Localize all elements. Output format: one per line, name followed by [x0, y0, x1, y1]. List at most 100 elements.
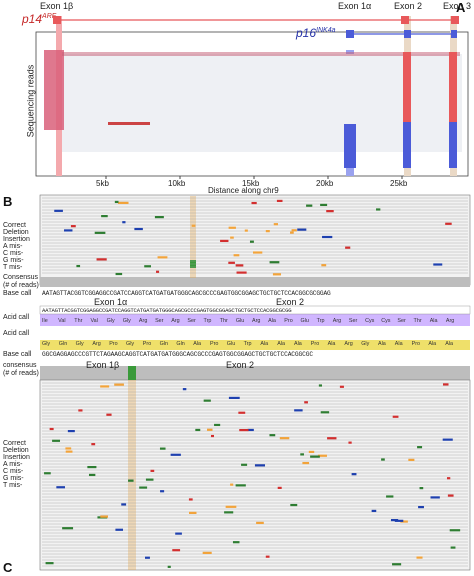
x-tick-20kb: 20kb — [316, 179, 334, 188]
legend-insertion: Insertion — [3, 236, 30, 243]
read-mismatch-mark — [446, 477, 451, 480]
x-tick-10kb: 10kb — [168, 179, 186, 188]
read-mismatch-mark — [70, 225, 76, 228]
read-mismatch-mark — [54, 209, 63, 212]
read-mismatch-mark — [91, 443, 96, 446]
basecall-label-c: Base call — [3, 351, 32, 358]
read-mismatch-mark — [249, 240, 254, 243]
acid-seq-b: AATAGTTACGGTCGGAGGCCGATCCAGGTCATGATGATGG… — [42, 307, 292, 314]
gene-p16-label: p16INK4a — [296, 26, 336, 40]
read-mismatch-mark — [87, 465, 97, 469]
acid-label-c: Acid call — [3, 330, 30, 337]
read-mismatch-mark — [442, 383, 449, 386]
read-mismatch-mark — [290, 503, 298, 507]
legend-t-mis-c: T mis- — [3, 482, 23, 489]
panel-b-legend: Correct Deletion Insertion A mis- C mis-… — [3, 222, 39, 271]
read-mismatch-mark — [351, 473, 357, 476]
acid-codon: Pro — [142, 341, 152, 347]
read-mismatch-mark — [290, 231, 294, 234]
exon-label-1b-c: Exon 1β — [86, 360, 120, 370]
acid-codon: Gln — [176, 341, 185, 347]
read-mismatch-mark — [62, 527, 74, 530]
legend-t-mis: T mis- — [3, 264, 23, 271]
read-mismatch-mark — [170, 453, 181, 456]
acid-codon: Ser — [187, 318, 196, 324]
acid-codon: Gln — [159, 341, 168, 347]
acid-codon: Trp — [316, 318, 325, 324]
acid-codon: Pro — [210, 341, 219, 347]
legend-g-mis: G mis- — [3, 257, 24, 264]
x-axis-label: Distance along chr9 — [208, 186, 279, 195]
read-mismatch-mark — [115, 528, 124, 531]
read-mismatch-mark — [228, 226, 236, 229]
legend-g-mis-c: G mis- — [3, 475, 24, 482]
read-mismatch-mark — [419, 487, 424, 490]
read-mismatch-mark — [390, 519, 399, 522]
acid-codon: Ala — [193, 341, 201, 347]
acid-codon: Arg — [138, 318, 148, 324]
read-mismatch-mark — [244, 229, 248, 232]
consensus-label-c: consensus — [3, 362, 37, 369]
read-mismatch-mark — [172, 549, 181, 552]
read-mismatch-mark — [256, 521, 264, 525]
acid-codon: Gly — [75, 341, 84, 347]
read-mismatch-mark — [94, 231, 106, 234]
read-mismatch-mark — [67, 429, 75, 433]
read-mismatch-mark — [134, 227, 143, 231]
read-mismatch-mark — [114, 200, 119, 204]
read-mismatch-mark — [145, 556, 150, 559]
read-mismatch-mark — [65, 447, 72, 450]
panel-c-letter: C — [3, 560, 13, 575]
read-mismatch-mark — [114, 383, 124, 386]
read-mismatch-mark — [202, 551, 212, 555]
acid-codon: Gly — [126, 341, 135, 347]
read-mismatch-mark — [96, 258, 107, 261]
read-mismatch-mark — [233, 254, 240, 257]
acid-codon: Val — [90, 318, 98, 324]
acid-codon: Ser — [155, 318, 164, 324]
acid-codon: Pro — [310, 341, 320, 347]
read-mismatch-mark — [449, 529, 461, 532]
x-tick-25kb: 25kb — [390, 179, 408, 188]
read-mismatch-mark — [322, 235, 333, 239]
acid-codon: Ala — [268, 318, 276, 324]
read-mismatch-mark — [235, 484, 246, 487]
read-mismatch-mark — [291, 229, 297, 232]
read-mismatch-mark — [195, 428, 201, 432]
legend-a-mis-c: A mis- — [3, 461, 23, 468]
read-mismatch-mark — [236, 271, 247, 274]
read-mismatch-mark — [214, 423, 221, 427]
acid-codon: Arg — [171, 318, 180, 324]
read-mismatch-mark — [320, 411, 330, 414]
read-mismatch-mark — [320, 203, 328, 207]
read-mismatch-mark — [321, 264, 327, 267]
read-mismatch-mark — [128, 479, 134, 482]
read-mismatch-mark — [254, 464, 265, 467]
acid-codon: Ala — [294, 341, 302, 347]
gene-p14-label: p14ARF — [22, 12, 57, 26]
basecall-seq-b: AATAGTTACGGTCGGAGGCCGATCCAGGTCATGATGATGG… — [42, 290, 331, 297]
read-mismatch-mark — [189, 511, 197, 514]
basecall-label-b: Base call — [3, 290, 32, 297]
acid-codon: Ala — [378, 341, 386, 347]
panel-c-plot — [39, 340, 471, 571]
acid-codon: Pro — [284, 318, 293, 324]
read-mismatch-mark — [159, 447, 166, 450]
read-mismatch-mark — [433, 263, 443, 266]
legend-deletion: Deletion — [3, 229, 29, 236]
read-mismatch-mark — [304, 401, 308, 404]
acid-codon: Thr — [74, 318, 83, 324]
read-mismatch-mark — [182, 388, 187, 391]
read-mismatch-mark — [442, 438, 453, 441]
acid-codon: Thr — [413, 318, 422, 324]
acid-codon: Cys — [381, 318, 391, 324]
read-mismatch-mark — [230, 483, 234, 486]
read-mismatch-mark — [157, 256, 168, 259]
read-mismatch-mark — [44, 472, 51, 475]
read-mismatch-mark — [139, 486, 148, 489]
panel-a-letter: A — [456, 0, 466, 15]
acid-codon: Ala — [428, 341, 437, 347]
acid-label-b: Acid call — [3, 314, 30, 321]
acid-codon: Arg — [344, 341, 353, 347]
acid-codon: Val — [58, 318, 66, 324]
